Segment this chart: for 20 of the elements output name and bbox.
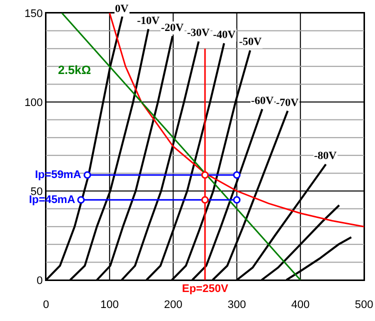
series-label: -40V: [213, 29, 236, 41]
series-label: -70V: [276, 97, 299, 109]
x-tick-label: 300: [228, 299, 246, 312]
series-label: 0V: [115, 3, 128, 15]
x-tick-label: 400: [291, 299, 310, 312]
line-series: [108, 13, 364, 228]
series-label: -10V: [137, 15, 160, 27]
series-label: -60V: [251, 95, 274, 107]
series-label: -30V: [187, 27, 210, 39]
x-tick-label: 200: [164, 299, 182, 312]
y-tick-label: 100: [24, 96, 43, 109]
series-label: -50V: [239, 36, 262, 48]
series-label: -80V: [314, 150, 337, 162]
x-tick-label: 100: [100, 299, 119, 312]
series-label: 2.5kΩ: [58, 63, 92, 77]
y-tick-label: 150: [24, 8, 43, 20]
x-tick-label: 500: [354, 299, 374, 312]
y-tick-label: 0: [36, 274, 43, 287]
series-label: Ep=250V: [182, 283, 229, 295]
series-label: -20V: [161, 22, 184, 34]
